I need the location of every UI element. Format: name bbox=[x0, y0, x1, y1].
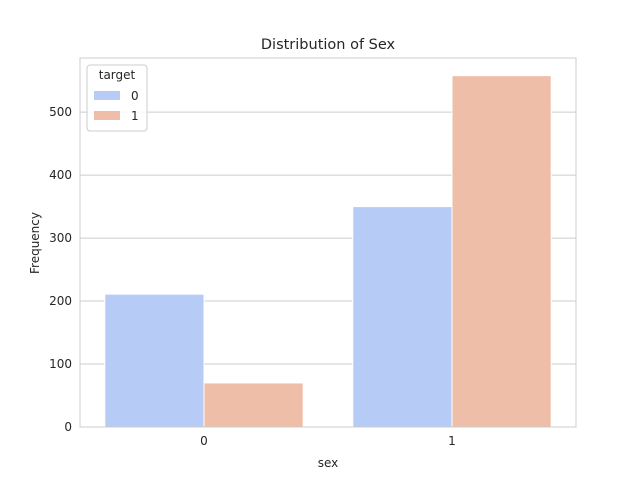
legend-items: 01 bbox=[94, 89, 139, 123]
x-tick-label-0: 0 bbox=[200, 434, 208, 448]
bar-sex-1-target-1 bbox=[451, 75, 552, 428]
y-axis-title: Frequency bbox=[28, 212, 42, 274]
y-tick-label-0: 0 bbox=[64, 420, 72, 434]
chart-title: Distribution of Sex bbox=[261, 37, 396, 53]
y-tick-label-2: 200 bbox=[49, 294, 72, 308]
legend-swatch-1 bbox=[94, 111, 120, 120]
y-tick-label-3: 300 bbox=[49, 231, 72, 245]
y-tick-label-5: 500 bbox=[49, 105, 72, 119]
legend-label-0: 0 bbox=[131, 89, 139, 103]
legend-label-1: 1 bbox=[131, 109, 139, 123]
x-axis-title: sex bbox=[318, 456, 339, 470]
legend-title: target bbox=[99, 68, 136, 82]
y-tick-labels: 0 100 200 300 400 500 bbox=[49, 105, 72, 434]
legend-swatch-0 bbox=[94, 91, 120, 100]
bar-sex-1-target-0 bbox=[352, 206, 453, 428]
bars bbox=[104, 75, 552, 428]
y-tick-label-1: 100 bbox=[49, 357, 72, 371]
plot-frame bbox=[79, 57, 577, 428]
x-tick-label-1: 1 bbox=[448, 434, 456, 448]
legend: target 01 bbox=[86, 64, 148, 132]
y-tick-label-4: 400 bbox=[49, 168, 72, 182]
bar-sex-0-target-1 bbox=[203, 382, 304, 428]
bar-sex-0-target-0 bbox=[104, 293, 205, 428]
